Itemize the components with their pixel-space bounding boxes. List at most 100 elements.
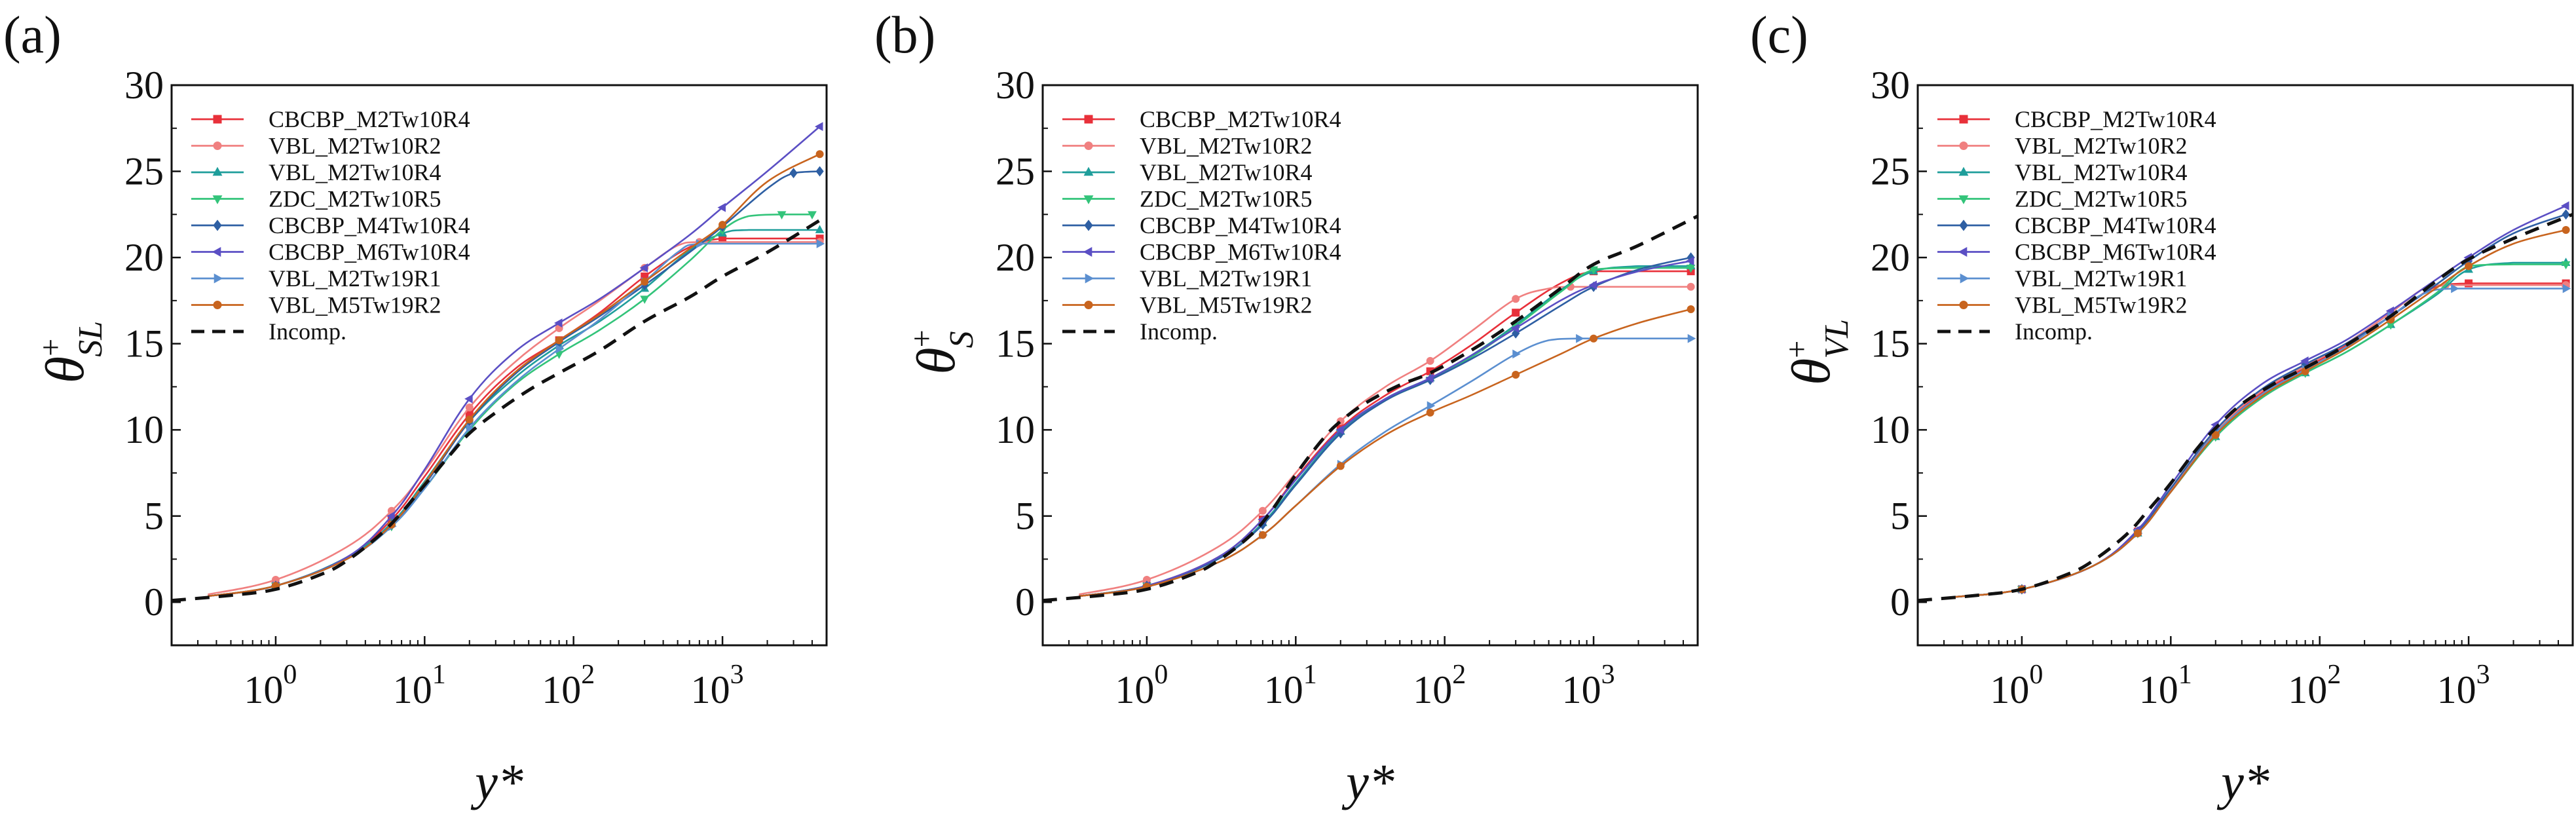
panel-1: (a) 0 5 10 15 20 25 30 100 101 102 103 y* θ+ SL CBCBP_M… (3, 7, 828, 810)
data-point (466, 423, 475, 433)
legend-label: Incomp. (1140, 318, 1218, 345)
series-line-CBCBP_M6Tw10R4 (208, 126, 821, 597)
panel-label: (c) (1750, 7, 1808, 64)
legend-marker (1084, 142, 1093, 150)
data-point (465, 415, 474, 424)
data-point (2560, 201, 2569, 211)
data-point (1335, 425, 1344, 435)
data-point (639, 263, 648, 273)
y-tick-label: 10 (124, 408, 164, 451)
legend-marker (213, 219, 222, 231)
legend-label: VBL_M2Tw10R2 (2015, 133, 2188, 159)
legend-marker (1959, 219, 1968, 231)
data-point (641, 277, 649, 286)
data-point (2562, 209, 2570, 220)
data-point (717, 202, 726, 212)
y-tick-label: 5 (144, 495, 164, 538)
legend-marker (1960, 273, 1969, 284)
legend-marker (1959, 115, 1968, 124)
plot-frame (170, 84, 828, 647)
legend-marker (212, 195, 223, 204)
data-point (719, 221, 727, 229)
y-tick-label: 25 (124, 150, 164, 193)
data-point (815, 150, 824, 159)
series-line-CBCBP_M6Tw10R4 (1079, 260, 1691, 597)
legend-label: CBCBP_M4Tw10R4 (269, 212, 470, 238)
x-tick-label: 100 (1990, 660, 2043, 711)
legend-label: CBCBP_M6Tw10R4 (2015, 239, 2216, 265)
plot-area (1918, 201, 2573, 603)
data-point (1686, 264, 1696, 273)
legend-label: ZDC_M2Tw10R5 (1140, 186, 1313, 212)
series-line-VBL_M2Tw19R1 (1079, 337, 1691, 597)
data-point (815, 166, 824, 177)
panel-label: (a) (3, 7, 62, 64)
y-tick-label: 30 (996, 64, 1035, 107)
data-point (2562, 284, 2571, 293)
panel-2: (b) 0 5 10 15 20 25 30 100 101 102 103 y* θ+ S CBCBP_M2… (874, 7, 1699, 810)
legend-label: VBL_M2Tw10R4 (2015, 159, 2188, 185)
x-tick-label: 102 (1413, 660, 1466, 711)
legend-marker (1084, 219, 1093, 231)
legend-label: VBL_M2Tw19R1 (1140, 265, 1313, 292)
data-point (1336, 462, 1345, 470)
data-point (2133, 529, 2142, 537)
legend-marker (1085, 273, 1094, 284)
data-point (789, 168, 798, 179)
legend-marker (212, 166, 223, 176)
data-point (2451, 284, 2459, 293)
data-point (777, 211, 787, 219)
series-line-VBL_M5Tw19R2 (208, 153, 821, 597)
legend-label: VBL_M2Tw10R4 (269, 159, 441, 185)
data-point (1512, 309, 1520, 317)
data-point (815, 225, 825, 233)
legend-label: VBL_M2Tw19R1 (2015, 265, 2188, 292)
legend-label: VBL_M2Tw19R1 (269, 265, 441, 292)
legend-label: CBCBP_M2Tw10R4 (269, 106, 470, 132)
data-point (555, 336, 563, 345)
data-point (386, 511, 395, 521)
data-point (640, 295, 650, 304)
y-tick-label: 0 (1015, 580, 1035, 624)
legend: CBCBP_M2Tw10R4VBL_M2Tw10R2VBL_M2Tw10R4ZD… (1937, 106, 2216, 345)
data-point (814, 122, 823, 132)
legend: CBCBP_M2Tw10R4VBL_M2Tw10R2VBL_M2Tw10R4ZD… (191, 106, 470, 345)
data-point (555, 344, 565, 354)
y-tick-label: 10 (996, 408, 1035, 451)
legend-label: Incomp. (2015, 318, 2093, 345)
legend-label: CBCBP_M4Tw10R4 (2015, 212, 2216, 238)
y-tick-label: 30 (1871, 64, 1910, 107)
data-point (2465, 262, 2473, 271)
y-tick-label: 15 (996, 322, 1035, 366)
legend-marker (1958, 247, 1968, 257)
legend-marker (213, 115, 222, 124)
series-line-Incomp. (1043, 214, 1698, 603)
data-point (1426, 356, 1434, 365)
y-tick-label: 0 (1890, 580, 1910, 624)
y-tick-label: 30 (124, 64, 164, 107)
legend-marker (1083, 195, 1094, 204)
series-line-VBL_M5Tw19R2 (1954, 229, 2566, 598)
y-tick-label: 5 (1015, 495, 1035, 538)
y-tick-label: 20 (124, 236, 164, 279)
data-point (1576, 333, 1584, 343)
data-point (1258, 506, 1267, 515)
legend-label: VBL_M5Tw19R2 (2015, 292, 2188, 318)
legend-label: CBCBP_M2Tw10R4 (1140, 106, 1341, 132)
data-point (1426, 408, 1434, 417)
data-point (465, 403, 474, 411)
data-point (2300, 356, 2309, 366)
legend: CBCBP_M2Tw10R4VBL_M2Tw10R2VBL_M2Tw10R4ZD… (1062, 106, 1341, 345)
data-point (1687, 305, 1695, 313)
y-tick-label: 15 (124, 322, 164, 366)
legend-label: CBCBP_M2Tw10R4 (2015, 106, 2216, 132)
y-tick-label: 20 (996, 236, 1035, 279)
data-point (808, 211, 817, 219)
legend-label: VBL_M2Tw10R2 (1140, 133, 1313, 159)
x-tick-label: 103 (691, 660, 744, 711)
x-axis-label: y* (1341, 753, 1394, 810)
data-point (1685, 256, 1694, 266)
x-tick-label: 101 (2139, 660, 2192, 711)
legend-marker (1084, 115, 1093, 124)
